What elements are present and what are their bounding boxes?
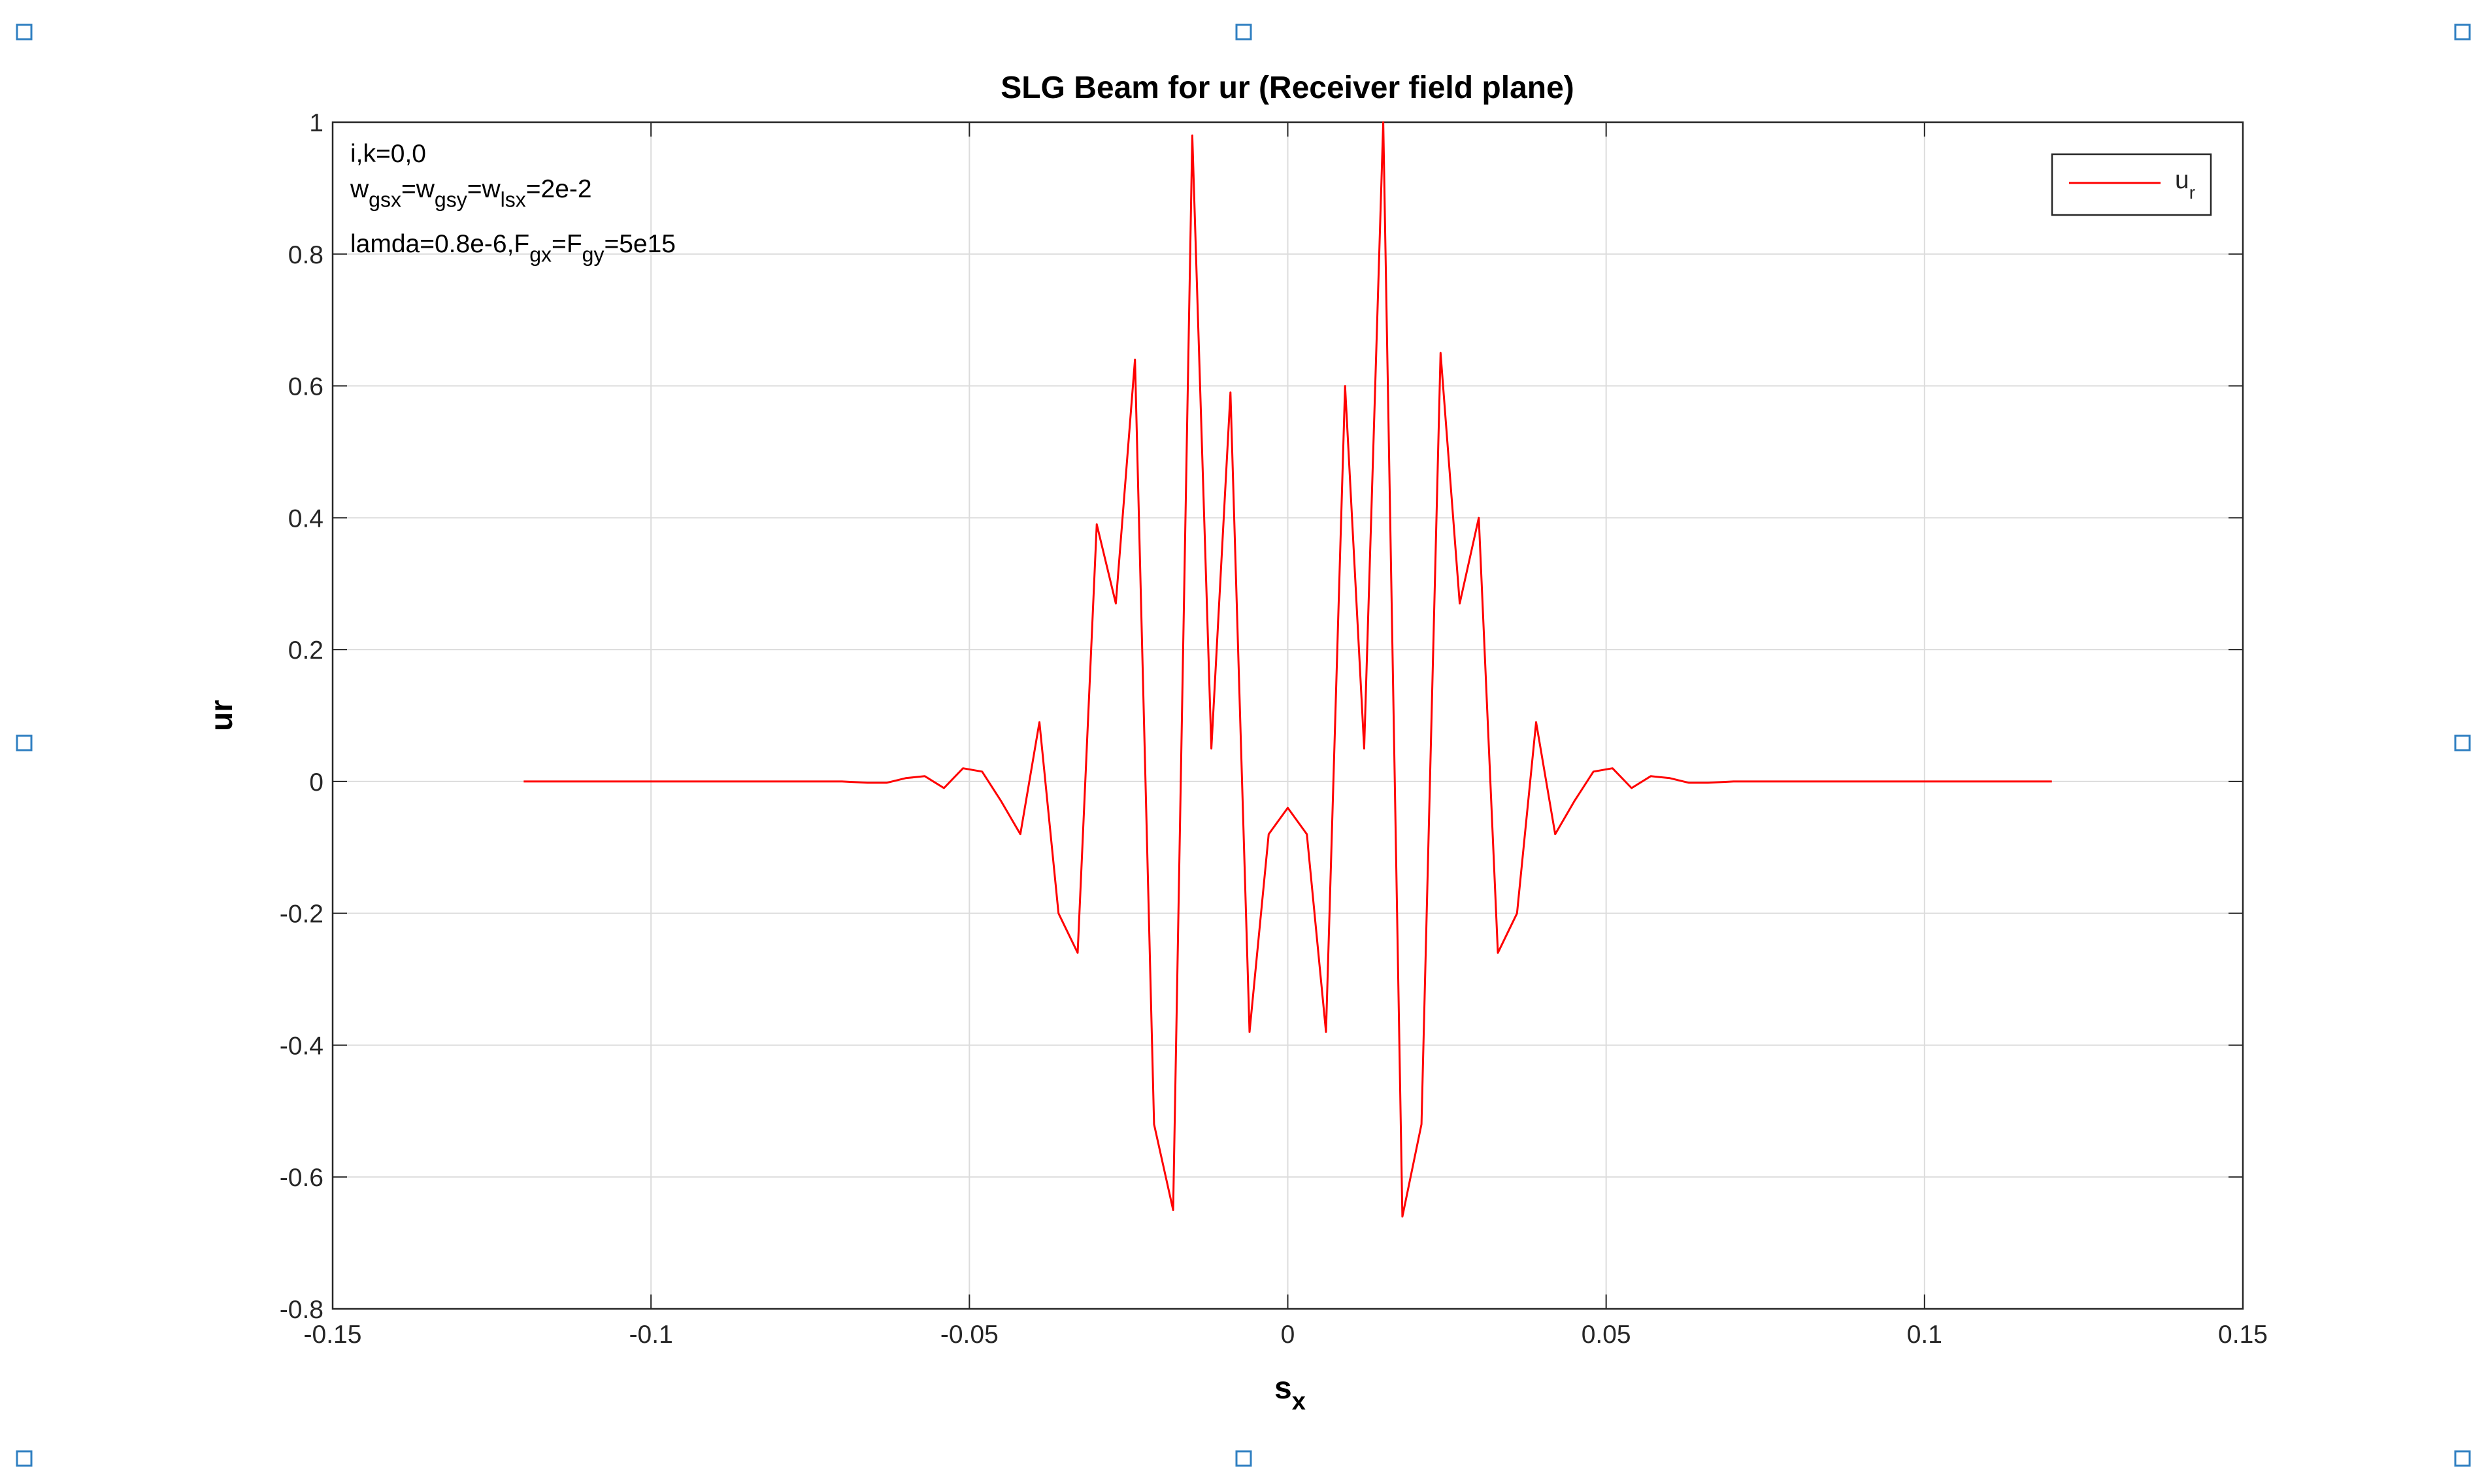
y-tick-label: 0 xyxy=(309,768,323,797)
subscript: gx xyxy=(529,242,552,266)
y-tick-label: -0.6 xyxy=(280,1164,323,1192)
y-tick-label: -0.4 xyxy=(280,1032,323,1060)
handle[interactable] xyxy=(2454,1450,2471,1467)
text-part: w xyxy=(350,175,369,203)
y-tick-label: 0.6 xyxy=(288,373,323,401)
annotation: lamda=0.8e-6,Fgx=Fgy=5e15 xyxy=(350,230,676,266)
y-axis-label: ur xyxy=(205,700,239,731)
subscript: x xyxy=(1292,1388,1306,1415)
handle[interactable] xyxy=(16,1450,33,1467)
x-tick-label: -0.05 xyxy=(940,1321,999,1349)
subscript: r xyxy=(2189,182,2195,203)
subscript: gy xyxy=(582,242,605,266)
text-part: s xyxy=(1274,1371,1292,1406)
legend-text: u xyxy=(2175,166,2189,194)
text-part: =w xyxy=(401,175,435,203)
chart-title: SLG Beam for ur (Receiver field plane) xyxy=(1001,71,1574,105)
handle[interactable] xyxy=(16,734,33,751)
y-tick-label: 0.8 xyxy=(288,241,323,269)
subscript: gsy xyxy=(435,188,467,211)
text-part: lamda=0.8e-6,F xyxy=(350,230,529,258)
text-part: =5e15 xyxy=(604,230,676,258)
annotation: wgsx=wgsy=wlsx=2e-2 xyxy=(350,175,592,211)
legend-box xyxy=(2051,153,2212,216)
handle[interactable] xyxy=(1235,24,1252,41)
plot-frame xyxy=(331,121,2244,1310)
subscript: lsx xyxy=(501,188,526,211)
handle[interactable] xyxy=(2454,734,2471,751)
y-tick-label: 1 xyxy=(309,109,323,137)
x-tick-label: 0.05 xyxy=(1582,1321,1631,1349)
legend-label: ur xyxy=(2175,166,2195,203)
text-part: =2e-2 xyxy=(526,175,592,203)
text-part: =w xyxy=(467,175,501,203)
annotation: i,k=0,0 xyxy=(350,140,426,168)
text-part: =F xyxy=(552,230,582,258)
y-tick-label: -0.2 xyxy=(280,900,323,929)
y-tick-label: 0.2 xyxy=(288,636,323,665)
x-tick-label: 0.1 xyxy=(1907,1321,1942,1349)
subscript: gsx xyxy=(369,188,401,211)
y-tick-label: -0.8 xyxy=(280,1296,323,1324)
handle[interactable] xyxy=(16,24,33,41)
y-tick-label: 0.4 xyxy=(288,504,323,533)
x-tick-label: 0.15 xyxy=(2218,1321,2268,1349)
handle[interactable] xyxy=(1235,1450,1252,1467)
plot: -0.15 -0.1 -0.05 0 0.05 0.1 0.15 -0.8 -0.6 -0.4 -0… xyxy=(280,109,2268,1415)
selection-handles xyxy=(16,24,2471,1467)
x-tick-label: -0.15 xyxy=(304,1321,362,1349)
x-tick-label: -0.1 xyxy=(629,1321,673,1349)
data-line xyxy=(523,121,2052,1218)
text-part: i,k=0,0 xyxy=(350,140,426,168)
handle[interactable] xyxy=(2454,24,2471,41)
x-tick-label: 0 xyxy=(1281,1321,1295,1349)
x-axis-label: sx xyxy=(1274,1371,1306,1415)
